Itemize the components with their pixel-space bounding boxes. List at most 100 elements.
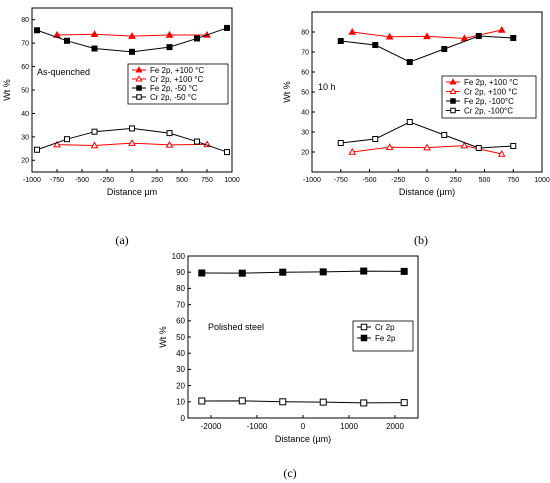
data-point: [129, 48, 135, 55]
data-point: [510, 35, 517, 41]
legend-entry: Fe 2p: [375, 334, 396, 343]
data-point: [460, 141, 469, 149]
y-tick-label: 90: [176, 268, 185, 277]
data-point: [319, 268, 327, 276]
y-tick-label: 20: [21, 158, 29, 165]
legend-entry: Cr 2p, +100 °C: [150, 75, 203, 84]
data-point: [224, 24, 230, 31]
legend-entry: Fe 2p, +100 °C: [150, 66, 204, 75]
x-tick-label: -750: [50, 177, 64, 184]
x-tick-label: 250: [151, 177, 163, 184]
data-point: [319, 398, 327, 406]
panel-annotation: As-quenched: [37, 67, 90, 77]
series-line-3: [340, 121, 514, 149]
legend-marker: [449, 78, 457, 85]
x-tick-label: -250: [100, 177, 114, 184]
data-point: [128, 32, 136, 39]
y-tick-label: 100: [172, 252, 186, 261]
panel-a: (a) -1000 -750 -500 -250 0 250 500 750 1000 20 30 4…: [2, 7, 240, 247]
data-point: [510, 143, 517, 149]
legend-marker: [360, 323, 368, 331]
legend-marker: [136, 94, 142, 100]
data-point: [475, 145, 482, 151]
data-point: [198, 269, 206, 277]
legend-marker: [360, 334, 368, 342]
x-tick-label: -1000: [23, 177, 41, 184]
legend-marker: [135, 66, 143, 73]
x-tick-label: -1000: [303, 177, 321, 184]
y-tick-label: 70: [176, 300, 185, 309]
panel-c-label: (c): [283, 466, 296, 480]
data-point: [475, 33, 482, 39]
x-tick-label: 0: [130, 177, 134, 184]
x-tick-label: 500: [176, 177, 188, 184]
data-point: [91, 45, 98, 52]
panel-c: (c) -2000 -1000 0 1000 2000 0 10 20 30 40 50 60 70 80…: [158, 252, 419, 480]
data-point: [423, 143, 431, 151]
data-point: [337, 38, 344, 44]
data-point: [166, 130, 173, 137]
series-line-1: [201, 270, 405, 274]
data-point: [348, 27, 357, 35]
y-tick-label: 20: [176, 381, 185, 390]
data-point: [129, 125, 135, 132]
data-point: [279, 398, 287, 406]
data-point: [372, 42, 379, 48]
y-tick-label: 60: [21, 64, 29, 71]
y-axis-label: Wt %: [282, 81, 292, 103]
y-tick-label: 40: [301, 109, 309, 116]
data-point: [497, 25, 506, 33]
data-point: [385, 32, 394, 40]
data-point: [360, 399, 368, 407]
x-tick-label: -500: [362, 177, 376, 184]
legend-marker: [135, 75, 143, 82]
data-point: [372, 136, 379, 142]
x-tick-label: 2000: [386, 422, 404, 431]
x-tick-label: -750: [334, 177, 348, 184]
data-point: [194, 138, 200, 145]
data-point: [194, 35, 200, 42]
data-point: [166, 44, 173, 51]
y-tick-label: 20: [301, 149, 309, 156]
y-tick-label: 0: [181, 414, 186, 423]
data-point: [497, 149, 506, 157]
data-point: [64, 136, 70, 143]
legend-marker: [449, 87, 457, 95]
x-tick-label: 500: [479, 177, 491, 184]
y-tick-label: 70: [21, 41, 29, 48]
y-tick-label: 70: [301, 49, 309, 56]
legend-marker: [136, 85, 142, 91]
x-tick-label: 1000: [340, 422, 358, 431]
y-tick-label: 60: [176, 317, 185, 326]
data-point: [441, 46, 448, 52]
data-point: [34, 146, 40, 153]
series-line-2: [340, 35, 514, 63]
legend-entry: Fe 2p, -50 °C: [150, 84, 198, 93]
data-point: [460, 34, 469, 42]
x-tick-label: -500: [75, 177, 89, 184]
legend-entry: Cr 2p, -50 °C: [150, 93, 197, 102]
legend-entry: Cr 2p, -100°C: [464, 106, 513, 115]
x-tick-label: 750: [507, 177, 519, 184]
panel-annotation: Polished steel: [208, 322, 264, 332]
data-point: [406, 59, 413, 65]
panel-annotation: 10 h: [318, 82, 336, 92]
data-point: [400, 399, 408, 407]
series-line-0: [201, 400, 405, 404]
data-point: [53, 140, 61, 148]
legend-marker: [450, 98, 456, 104]
x-tick-label: -2000: [201, 422, 222, 431]
data-point: [423, 32, 431, 40]
y-tick-label: 30: [21, 134, 29, 141]
data-point: [224, 149, 230, 156]
y-tick-label: 50: [176, 333, 185, 342]
data-point: [238, 397, 246, 405]
y-tick-label: 60: [301, 69, 309, 76]
data-point: [238, 269, 246, 277]
panel-b-label: (b): [414, 233, 428, 247]
y-tick-label: 50: [21, 87, 29, 94]
y-axis-label: Wt %: [158, 326, 168, 348]
data-point: [400, 267, 408, 275]
y-tick-label: 40: [21, 111, 29, 118]
